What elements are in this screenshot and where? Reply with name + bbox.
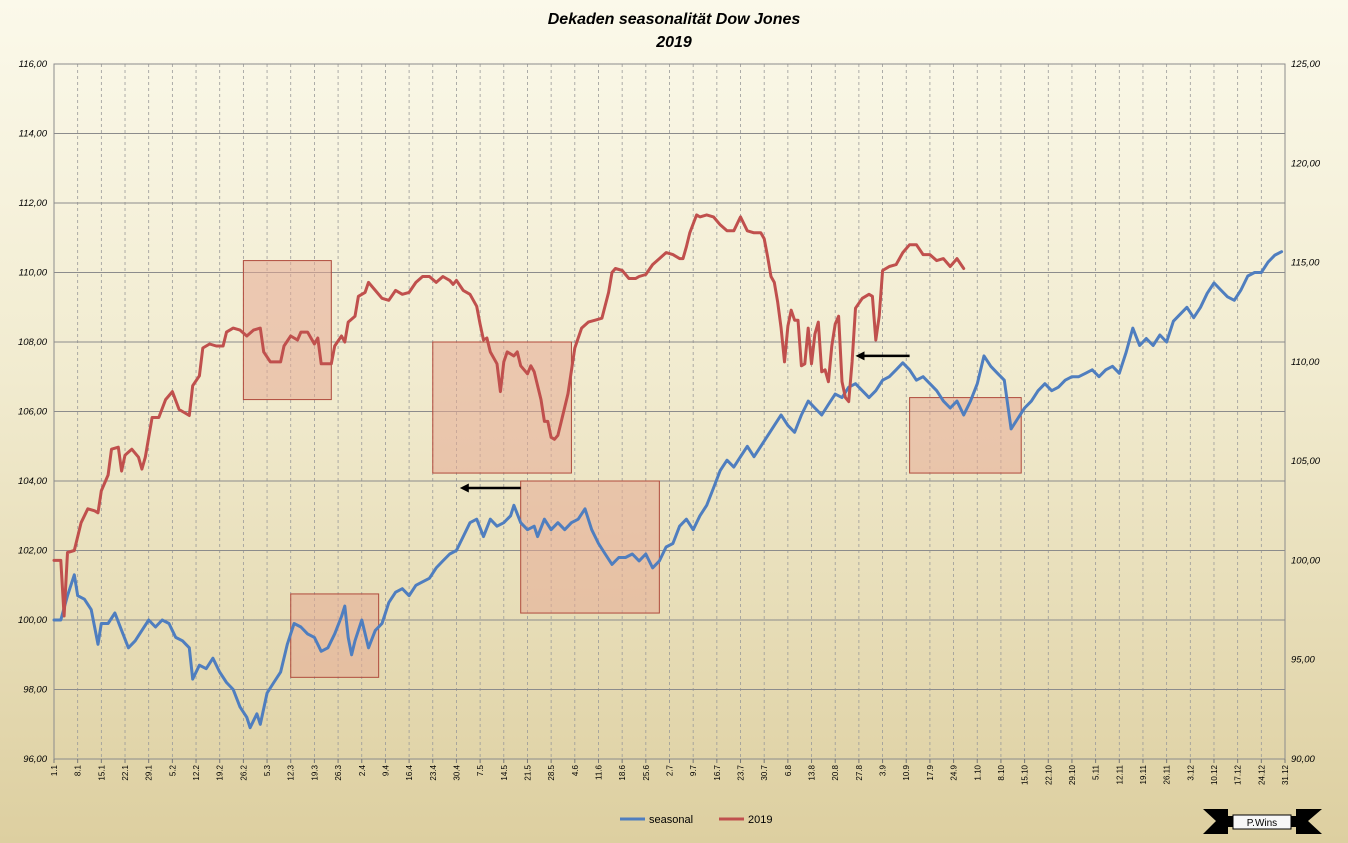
y-right-tick: 110,00: [1291, 357, 1320, 368]
chart-subtitle: 2019: [655, 34, 692, 51]
x-tick-label: 23.4: [429, 764, 438, 780]
y-right-tick: 95,00: [1291, 655, 1315, 666]
x-tick-label: 12.11: [1115, 764, 1124, 784]
x-tick-label: 15.10: [1021, 764, 1030, 785]
x-tick-label: 8.1: [74, 764, 83, 776]
x-tick-label: 26.3: [334, 764, 343, 780]
series-line-seasonal: [52, 250, 1284, 730]
legend-label-seasonal: seasonal: [649, 814, 693, 826]
badge-plate: [1232, 814, 1292, 830]
x-tick-label: 16.7: [713, 764, 722, 780]
grid: [53, 63, 1286, 760]
x-tick-label: 23.7: [737, 764, 746, 780]
y-right-tick: 100,00: [1291, 555, 1321, 566]
y-left-tick: 112,00: [19, 198, 48, 209]
badge-text: P.Wins: [1247, 818, 1277, 829]
x-tick-label: 1.1: [50, 764, 59, 776]
x-tick-label: 17.12: [1234, 764, 1243, 785]
x-tick-label: 22.1: [121, 764, 130, 780]
x-tick-label: 19.2: [216, 764, 225, 780]
x-tick-label: 11.6: [594, 764, 603, 780]
x-tick-label: 1.10: [973, 764, 982, 780]
x-tick-label: 18.6: [618, 764, 627, 780]
arrow-2: [855, 351, 910, 361]
y-left-tick: 110,00: [19, 268, 48, 279]
y-left-tick: 114,00: [19, 129, 48, 140]
x-tick-label: 28.5: [547, 764, 556, 780]
series-lines: [52, 213, 1284, 730]
x-tick-label: 14.5: [500, 764, 509, 780]
x-tick-label: 19.11: [1139, 764, 1148, 784]
x-tick-label: 29.1: [145, 764, 154, 780]
x-tick-label: 7.5: [476, 764, 485, 776]
y-left-tick: 100,00: [18, 615, 48, 626]
x-tick-label: 26.2: [239, 764, 248, 780]
x-tick-label: 26.11: [1163, 764, 1172, 784]
x-tick-label: 9.7: [689, 764, 698, 776]
x-tick-label: 12.3: [287, 764, 296, 780]
y-right-tick: 105,00: [1291, 456, 1321, 467]
x-tick-label: 10.9: [902, 764, 911, 780]
x-tick-label: 29.10: [1068, 764, 1077, 785]
x-tick-label: 6.8: [784, 764, 793, 776]
x-tick-label: 27.8: [855, 764, 864, 780]
x-tick-label: 24.12: [1257, 764, 1266, 785]
x-tick-label: 31.12: [1281, 764, 1290, 785]
x-tick-label: 10.12: [1210, 764, 1219, 785]
x-tick-label: 22.10: [1044, 764, 1053, 785]
x-tick-label: 30.7: [760, 764, 769, 780]
y-right-tick: 90,00: [1291, 754, 1315, 765]
x-tick-label: 3.12: [1186, 764, 1195, 780]
x-tick-label: 2.4: [358, 764, 367, 776]
author-badge: P.Wins: [1203, 809, 1322, 834]
x-tick-label: 13.8: [808, 764, 817, 780]
x-tick-label: 19.3: [310, 764, 319, 780]
arrow-1: [459, 483, 521, 493]
y-axis-left: 96,00 98,00 100,00 102,00 104,00 106,00 108,00…: [18, 59, 48, 765]
y-left-tick: 116,00: [19, 59, 48, 70]
y-left-tick: 102,00: [18, 546, 48, 557]
y-left-tick: 106,00: [18, 407, 48, 418]
x-tick-label: 20.8: [831, 764, 840, 780]
y-right-tick: 125,00: [1291, 59, 1321, 70]
y-right-tick: 115,00: [1291, 258, 1320, 269]
x-tick-label: 16.4: [405, 764, 414, 780]
x-tick-label: 15.1: [97, 764, 106, 780]
x-axis: 1.1 8.1 15.1 22.1 29.1 5.2 12.2 19.2 26.2 5.3 12.3…: [50, 759, 1290, 785]
x-tick-label: 8.10: [997, 764, 1006, 780]
x-tick-label: 5.3: [263, 764, 272, 776]
x-tick-label: 9.4: [381, 764, 390, 776]
x-tick-label: 25.6: [642, 764, 651, 780]
x-tick-label: 17.9: [926, 764, 935, 780]
highlight-box-4: [520, 480, 660, 614]
y-left-tick: 108,00: [18, 337, 48, 348]
x-tick-label: 24.9: [950, 764, 959, 780]
legend-label-2019: 2019: [748, 814, 772, 826]
x-tick-label: 2.7: [666, 764, 675, 776]
y-left-tick: 98,00: [23, 685, 47, 696]
x-tick-label: 12.2: [192, 764, 201, 780]
highlight-box-3: [432, 341, 572, 474]
x-tick-label: 30.4: [452, 764, 461, 780]
annotation-arrows: [459, 351, 910, 493]
x-tick-label: 4.6: [571, 764, 580, 776]
x-tick-label: 5.2: [168, 764, 177, 776]
y-axis-right: 90,00 95,00 100,00 105,00 110,00 115,00 120,00…: [1291, 59, 1321, 765]
y-right-tick: 120,00: [1291, 158, 1321, 169]
y-left-tick: 104,00: [18, 476, 48, 487]
x-tick-label: 5.11: [1092, 764, 1101, 780]
x-tick-label: 21.5: [523, 764, 532, 780]
series-line-2019: [52, 213, 966, 618]
x-tick-label: 3.9: [879, 764, 888, 776]
y-left-tick: 96,00: [23, 754, 47, 765]
legend: seasonal 2019: [620, 814, 772, 826]
chart-title: Dekaden seasonalität Dow Jones: [548, 11, 801, 28]
annotation-boxes: [242, 260, 1022, 678]
